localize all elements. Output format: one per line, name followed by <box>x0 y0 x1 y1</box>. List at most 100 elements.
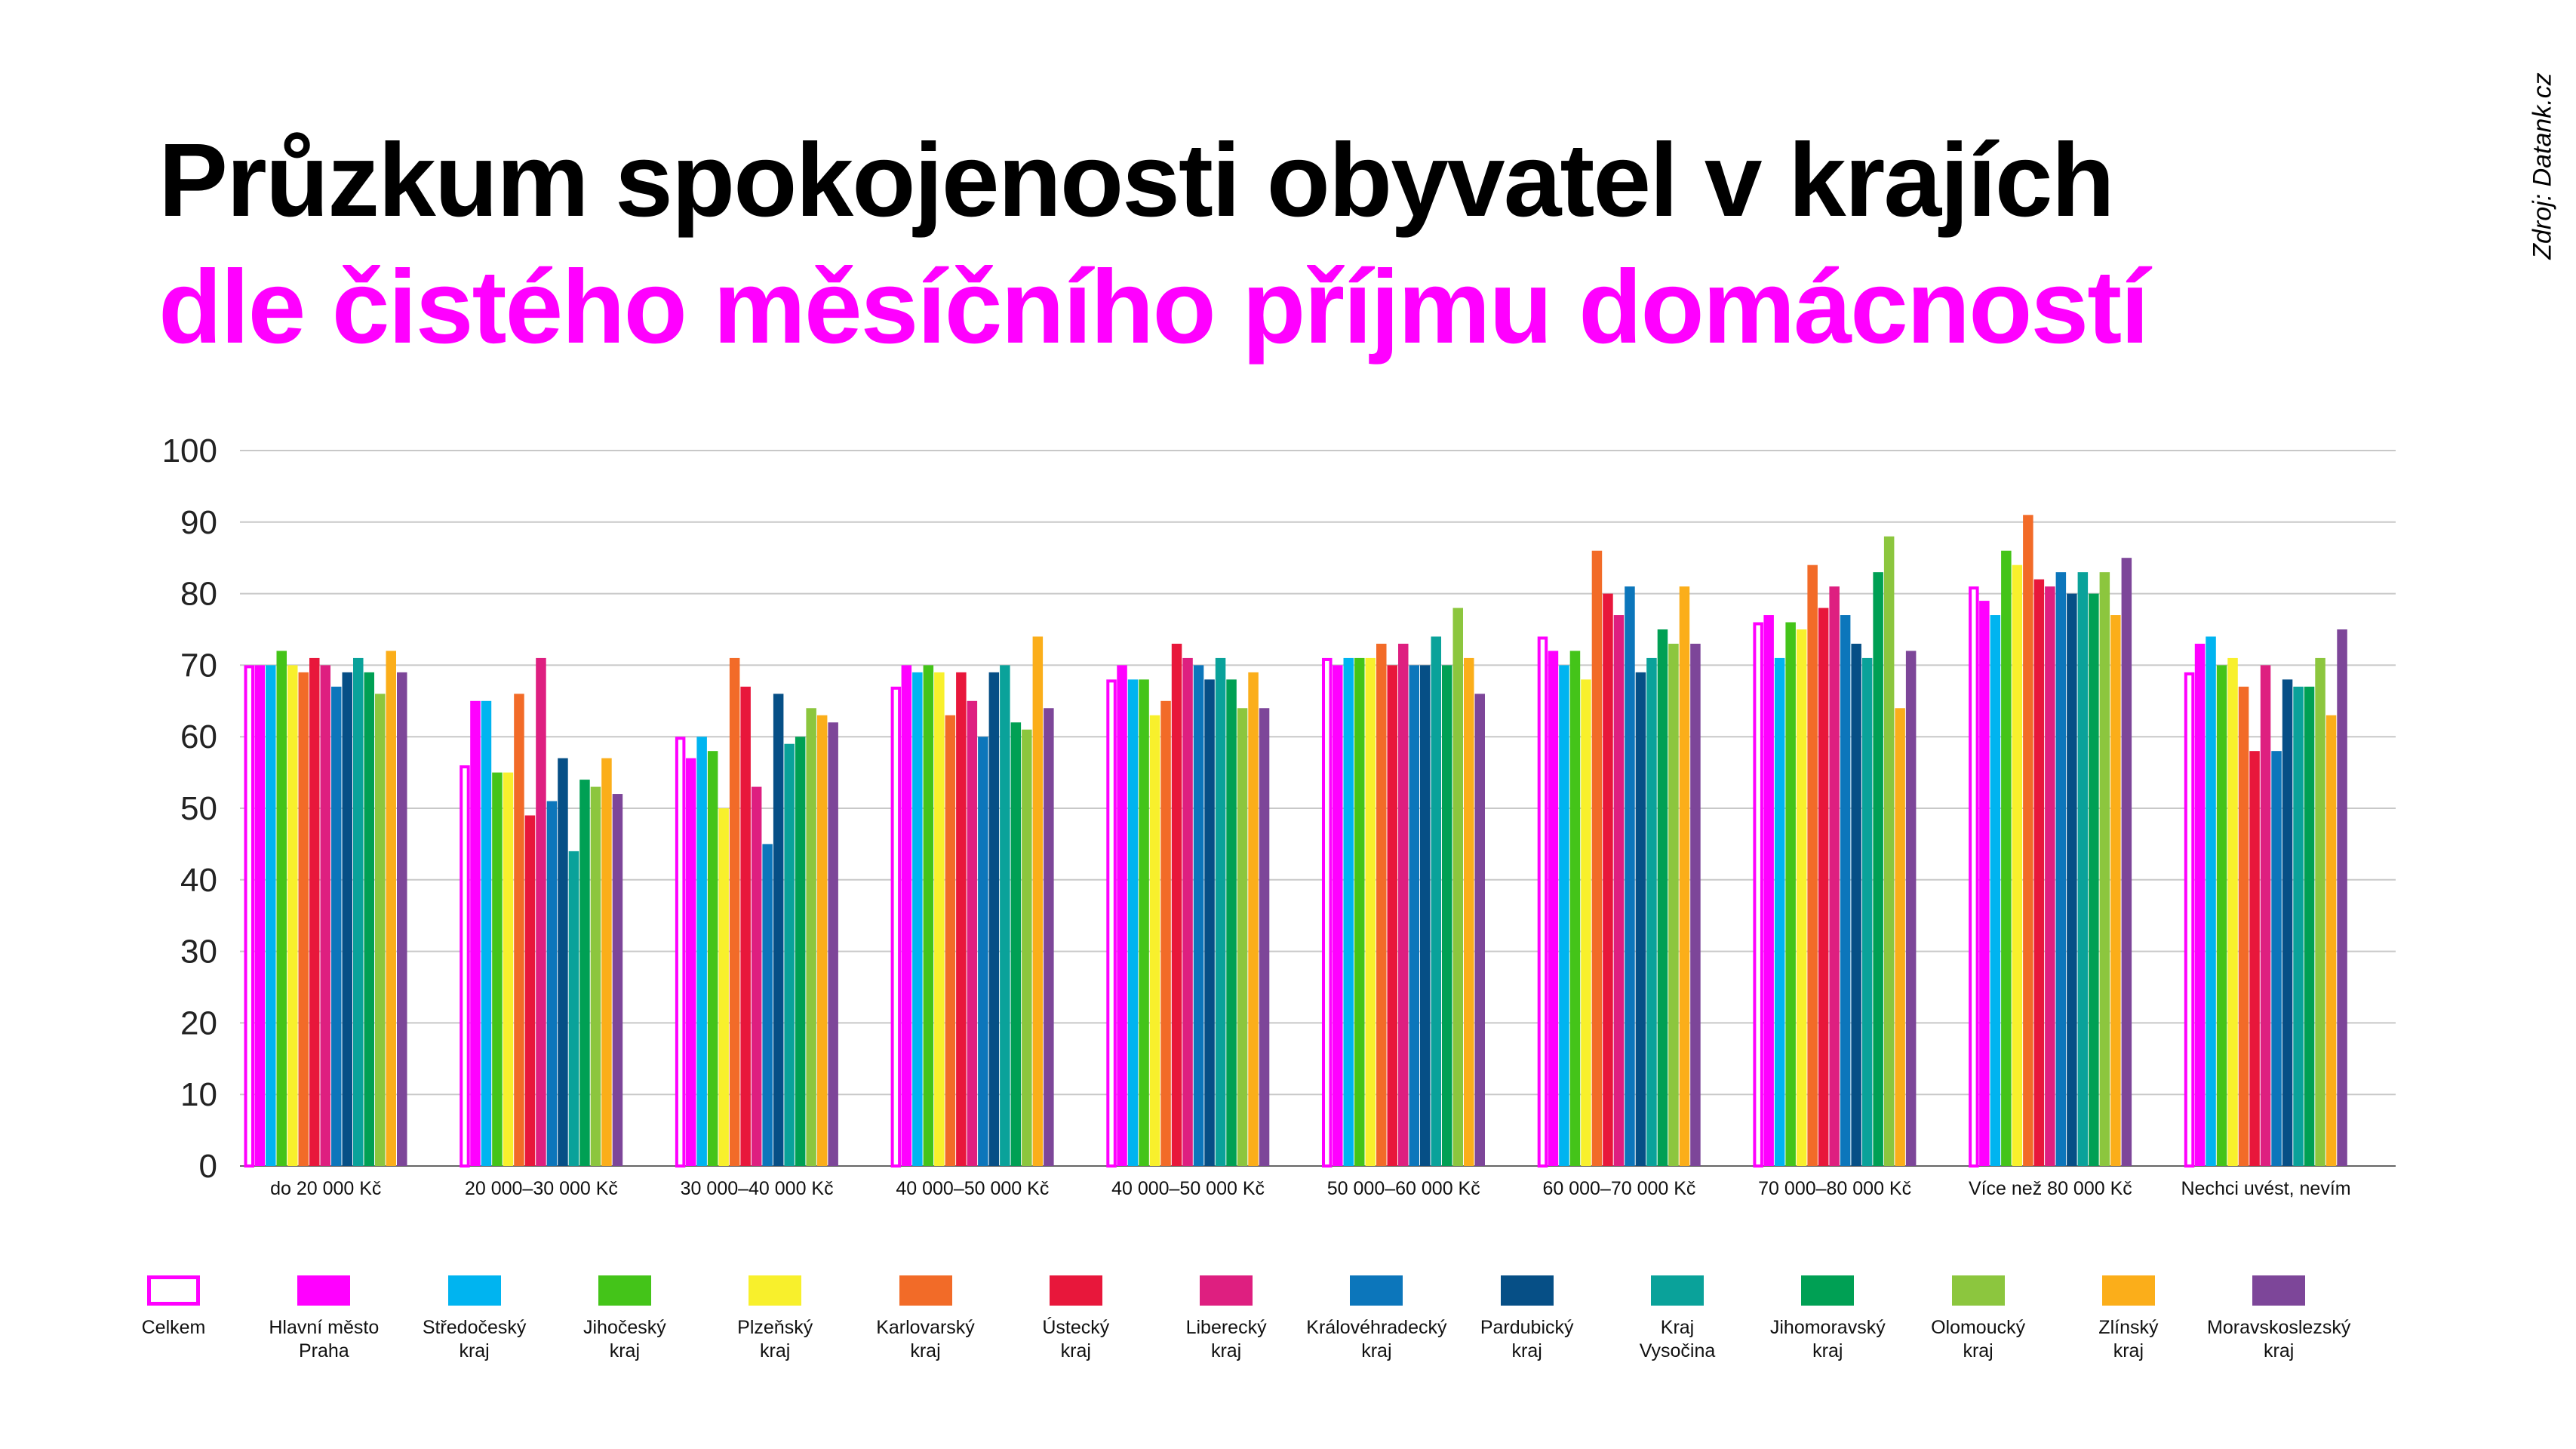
legend-swatch <box>1801 1275 1855 1306</box>
bar <box>331 686 342 1166</box>
bar <box>558 758 568 1166</box>
y-tick-label: 70 <box>180 647 217 684</box>
x-category-label: 20 000–30 000 Kč <box>465 1178 618 1199</box>
bar <box>773 694 784 1166</box>
bar <box>298 672 309 1166</box>
bar <box>1668 643 1679 1166</box>
bar <box>2023 515 2033 1166</box>
bar <box>923 665 934 1166</box>
legend-swatch <box>1200 1275 1253 1306</box>
bar <box>2012 565 2023 1166</box>
y-tick-label: 50 <box>180 790 217 827</box>
bar <box>1581 679 1591 1166</box>
x-category-label: Více než 80 000 Kč <box>1969 1178 2132 1199</box>
bar <box>1990 615 2001 1166</box>
bar <box>1625 586 1635 1166</box>
bar <box>536 657 546 1166</box>
legend-item: Olomoucký kraj <box>1904 1275 2052 1363</box>
bar <box>1333 665 1343 1166</box>
bar <box>287 665 298 1166</box>
bar <box>320 665 330 1166</box>
bar <box>1690 643 1701 1166</box>
bar <box>568 851 579 1166</box>
legend-swatch <box>1500 1275 1554 1306</box>
legend-swatch <box>1350 1275 1403 1306</box>
legend-label: Středočeský kraj <box>422 1317 527 1361</box>
bar <box>1193 665 1204 1166</box>
bar <box>901 665 912 1166</box>
bar <box>1785 622 1796 1166</box>
legend-item: Ústecký kraj <box>1002 1275 1150 1363</box>
legend-swatch <box>447 1275 501 1306</box>
legend-item: Kraj Vysočina <box>1603 1275 1751 1363</box>
bar <box>1160 700 1171 1166</box>
chart-subtitle: dle čistého měsíčního příjmu domácností <box>158 249 2150 365</box>
legend-swatch <box>598 1275 651 1306</box>
legend-swatch <box>899 1275 952 1306</box>
bar <box>470 700 481 1166</box>
y-tick-label: 20 <box>180 1004 217 1041</box>
x-category-label: 40 000–50 000 Kč <box>896 1178 1049 1199</box>
x-category-label: 50 000–60 000 Kč <box>1327 1178 1480 1199</box>
bar <box>2325 715 2337 1166</box>
bar <box>2337 629 2347 1166</box>
bar <box>1840 615 1851 1166</box>
bar <box>2271 751 2282 1166</box>
bar <box>988 672 1000 1166</box>
bar <box>2110 615 2121 1166</box>
bar <box>2206 636 2216 1166</box>
bar <box>1537 636 1548 1168</box>
x-category-label: do 20 000 Kč <box>270 1178 381 1199</box>
bar <box>718 808 729 1166</box>
bar <box>524 815 536 1166</box>
legend-swatch <box>147 1275 200 1306</box>
bar <box>1679 586 1690 1166</box>
legend-swatch <box>2101 1275 2155 1306</box>
legend-label: Olomoucký kraj <box>1931 1317 2026 1361</box>
bar <box>276 651 287 1166</box>
bar <box>828 722 838 1166</box>
legend-item: Královéhradecký kraj <box>1302 1275 1450 1363</box>
bar <box>1226 679 1237 1166</box>
bar <box>934 672 945 1166</box>
legend-item: Pardubický kraj <box>1453 1275 1601 1363</box>
y-tick-label: 0 <box>199 1148 217 1185</box>
bar <box>1248 672 1259 1166</box>
bar <box>1431 636 1441 1166</box>
bar <box>2001 550 2012 1166</box>
bar <box>1343 657 1354 1166</box>
bar <box>912 672 923 1166</box>
legend-label: Liberecký kraj <box>1185 1317 1267 1361</box>
bar <box>481 700 492 1166</box>
legend-item: Středočeský kraj <box>401 1275 549 1363</box>
legend-item: Plzeňský kraj <box>701 1275 849 1363</box>
bar <box>795 737 806 1166</box>
y-tick-label: 90 <box>180 504 217 541</box>
bar <box>2216 665 2227 1166</box>
legend-item: Hlavní město Praha <box>250 1275 398 1363</box>
bar <box>1117 665 1127 1166</box>
bar <box>762 844 773 1166</box>
bar <box>1032 636 1044 1166</box>
bar <box>460 765 470 1168</box>
bar <box>967 700 978 1166</box>
bar <box>956 672 967 1166</box>
legend-label: Karlovarský kraj <box>876 1317 975 1361</box>
legend-item: Jihočeský kraj <box>551 1275 699 1363</box>
x-category-label: 60 000–70 000 Kč <box>1542 1178 1695 1199</box>
bar <box>254 665 265 1166</box>
chart-legend: Celkem Hlavní město Praha Středočeský kraj… <box>142 1275 2437 1381</box>
bar <box>945 715 956 1166</box>
bar <box>503 772 514 1166</box>
bar <box>1044 708 1054 1166</box>
bar <box>375 694 386 1166</box>
legend-swatch <box>297 1275 351 1306</box>
bar <box>2304 686 2315 1166</box>
x-category-label: 70 000–80 000 Kč <box>1758 1178 1911 1199</box>
bar <box>729 657 740 1166</box>
bar <box>1883 536 1895 1166</box>
bar <box>1796 629 1807 1166</box>
bar <box>1182 657 1193 1166</box>
bar <box>2055 572 2067 1166</box>
